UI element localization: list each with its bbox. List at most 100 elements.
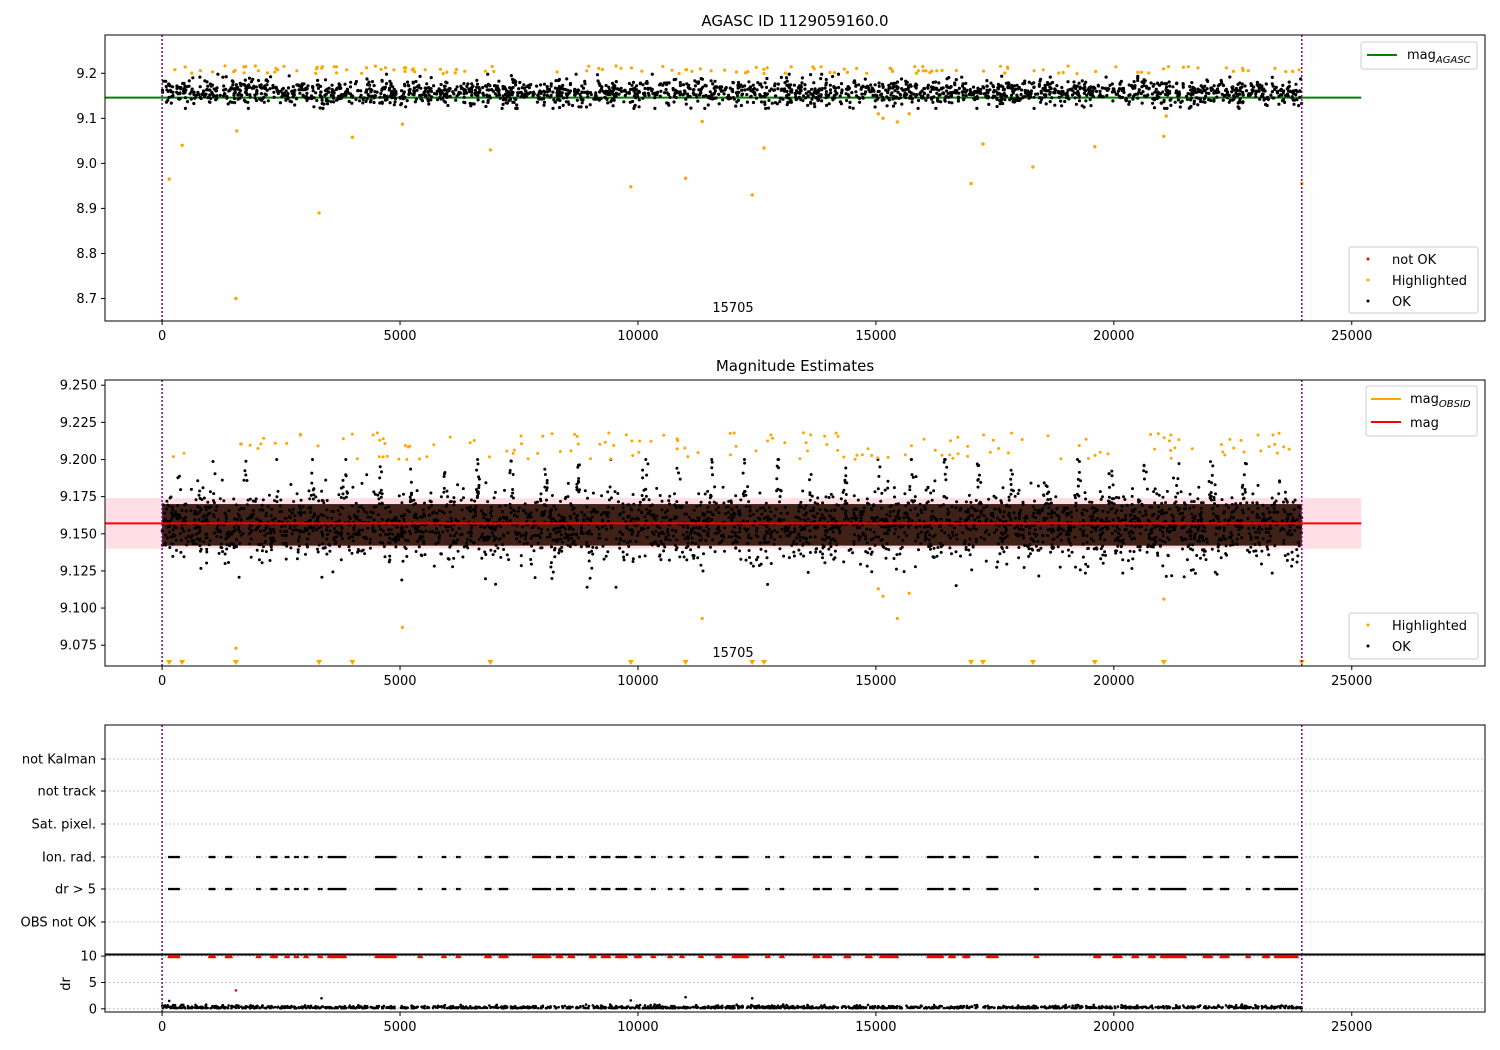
ok-point [1022, 566, 1026, 569]
ok-point [818, 508, 822, 512]
ok-point [378, 533, 382, 537]
ok-point [394, 545, 398, 549]
ok-point [779, 511, 783, 515]
ok-point [678, 90, 682, 94]
ok-point [580, 84, 584, 88]
ok-point [1112, 87, 1116, 91]
ok-point [783, 505, 787, 509]
ok-point [738, 549, 742, 553]
ok-point [1204, 91, 1209, 95]
ok-point [972, 526, 976, 530]
ok-point [740, 88, 744, 92]
ok-point [580, 523, 583, 527]
ok-point [802, 554, 806, 558]
ok-point [1017, 546, 1021, 549]
ok-point [691, 554, 695, 557]
ok-point [193, 509, 197, 513]
ok-point [1000, 74, 1004, 78]
highlighted-point [998, 64, 1003, 68]
ok-point [569, 533, 573, 537]
ok-point [417, 530, 421, 533]
ok-point [1110, 82, 1114, 86]
ok-point [1257, 89, 1261, 93]
ok-point [577, 490, 581, 494]
ok-point [1280, 519, 1284, 523]
ok-point [436, 540, 440, 544]
ok-point [768, 528, 772, 532]
ok-point [775, 102, 780, 106]
ok-point [609, 524, 613, 528]
highlighted-point [690, 69, 694, 73]
ok-point [998, 552, 1002, 556]
ok-point [1072, 80, 1076, 84]
ok-point [204, 536, 208, 540]
ok-point [472, 102, 476, 106]
ok-point [1230, 503, 1234, 506]
ok-point [858, 100, 862, 104]
ok-point [692, 508, 696, 512]
ok-point [833, 549, 837, 553]
ok-point [980, 512, 983, 516]
ok-point [412, 503, 416, 507]
ok-point [1265, 540, 1269, 544]
ok-point [522, 86, 526, 90]
ok-point [1080, 79, 1084, 83]
ok-point [552, 504, 556, 508]
ok-point [411, 92, 415, 96]
ok-point [971, 545, 975, 549]
ok-point [1132, 80, 1136, 84]
ok-point [1208, 496, 1212, 499]
ok-point [455, 94, 459, 98]
ok-point [1189, 547, 1192, 551]
ok-point [1294, 93, 1298, 97]
ok-point [385, 97, 389, 102]
ok-point [545, 85, 549, 89]
ok-point [893, 101, 897, 105]
ok-point [1170, 513, 1174, 517]
ok-point [1190, 524, 1194, 528]
ok-point [1084, 99, 1088, 103]
ok-point [755, 529, 759, 533]
ok-point [223, 562, 227, 565]
ok-point [1154, 540, 1158, 544]
ok-point [1239, 502, 1242, 505]
ok-point [200, 498, 204, 501]
ok-point [408, 87, 412, 91]
ok-point [1150, 92, 1154, 96]
ok-point [1116, 516, 1120, 520]
ok-point [1169, 103, 1173, 107]
ok-point [339, 496, 343, 499]
ok-point [593, 509, 597, 513]
ok-point [1058, 565, 1062, 569]
ok-point [898, 516, 902, 520]
ok-point [996, 560, 1000, 564]
ok-point [792, 83, 797, 87]
ok-point [956, 95, 961, 99]
ok-point [1255, 516, 1259, 519]
ok-point [749, 94, 753, 98]
ok-point [282, 530, 286, 534]
ok-point [275, 495, 279, 499]
ok-point [477, 87, 481, 91]
ok-point [551, 90, 555, 94]
ok-point [832, 85, 836, 89]
ok-point [751, 83, 755, 87]
ok-point [1268, 539, 1272, 543]
ok-point [1161, 530, 1165, 534]
ok-point [1175, 81, 1179, 85]
ok-point [1050, 515, 1054, 519]
ok-point [297, 544, 301, 548]
ok-point [291, 528, 295, 532]
ok-point [934, 106, 938, 110]
ok-point [361, 507, 365, 510]
ok-point [296, 550, 300, 554]
ok-point [699, 500, 703, 504]
ok-point [787, 556, 791, 560]
ok-point [763, 102, 767, 106]
ok-point [379, 527, 383, 531]
ok-point [255, 548, 259, 552]
ok-point [543, 473, 547, 476]
ok-point [1115, 549, 1118, 553]
ok-point [1234, 91, 1238, 95]
